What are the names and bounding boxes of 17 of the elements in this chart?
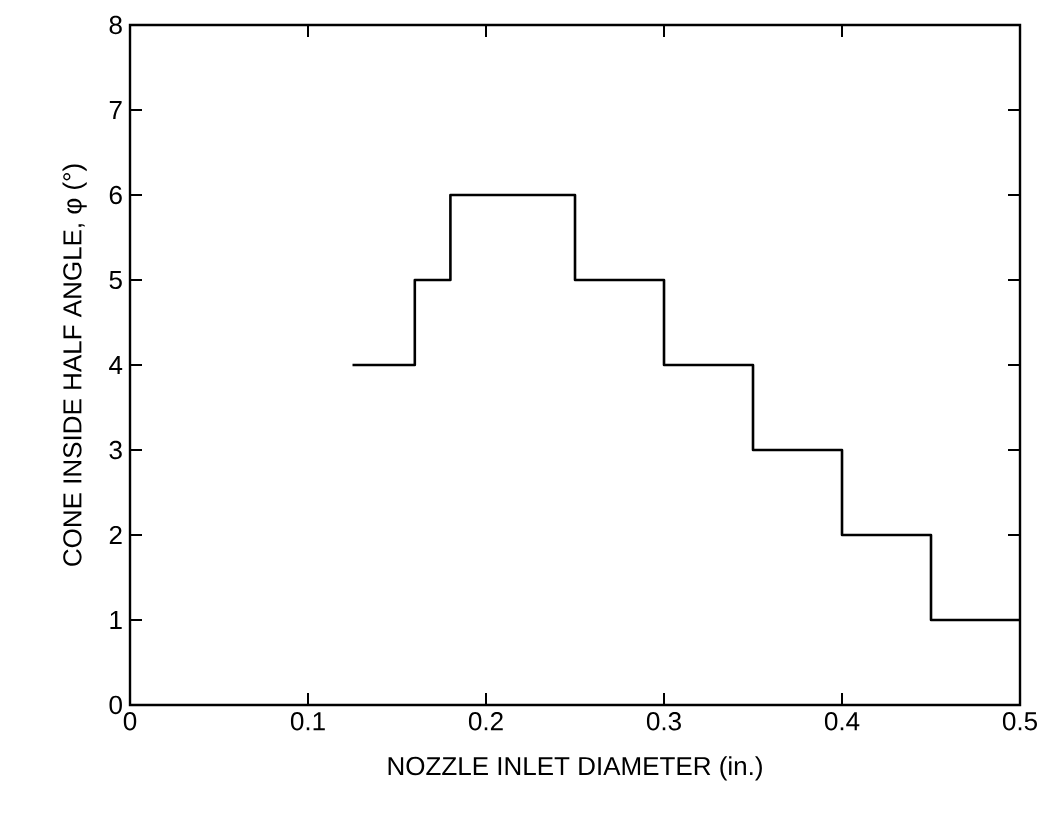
y-tick-label: 6 [109, 185, 122, 205]
y-tick-label: 4 [109, 356, 123, 374]
y-tick-label: 2 [109, 525, 122, 545]
y-tick-label: 7 [109, 101, 122, 119]
y-tick-label: 3 [109, 440, 122, 460]
y-tick-label: 0 [109, 695, 122, 715]
x-tick-label: 0.4 [824, 712, 860, 731]
y-axis-title: CONE INSIDE HALF ANGLE, φ (°) [62, 164, 87, 566]
x-tick-label: 0.3 [646, 712, 681, 731]
y-tick-label: 8 [109, 15, 122, 35]
x-tick-label: 0.1 [290, 712, 325, 731]
x-tick-label: 0 [123, 712, 137, 731]
x-axis-title: NOZZLE INLET DIAMETER (in.) [388, 756, 762, 781]
x-tick-label: 0.5 [1002, 712, 1037, 731]
y-tick-label: 5 [109, 270, 122, 290]
y-tick-label: 1 [110, 611, 122, 629]
x-tick-label: 0.2 [468, 712, 503, 731]
